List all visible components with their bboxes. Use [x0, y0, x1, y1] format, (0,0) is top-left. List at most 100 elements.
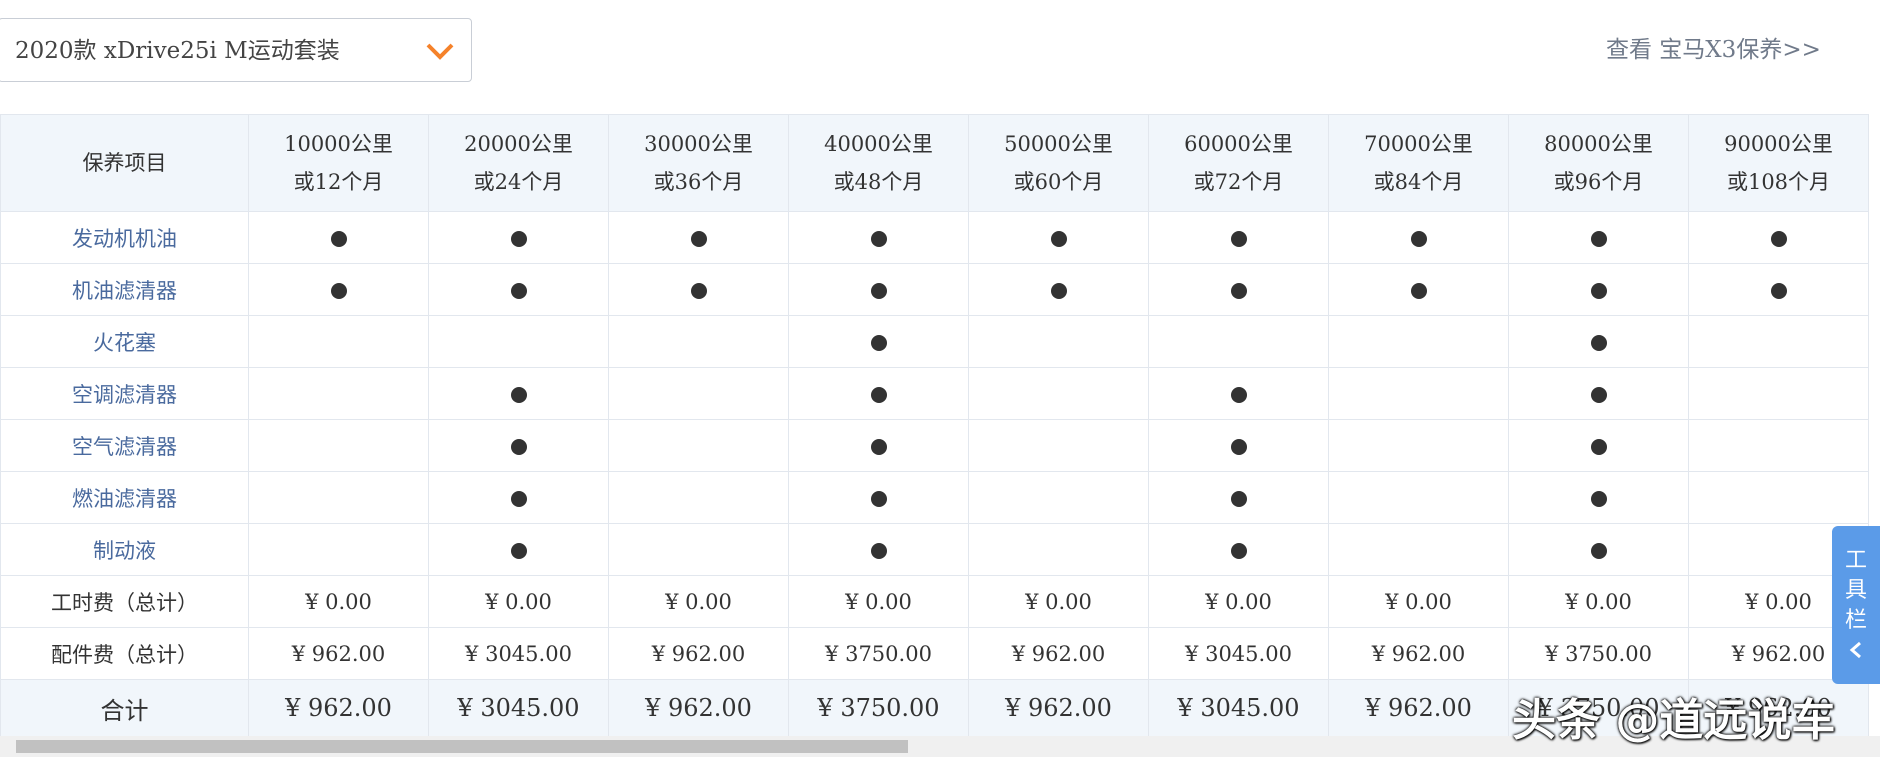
- check-cell: [968, 523, 1149, 576]
- check-cell: [1148, 211, 1329, 264]
- labor-value: ¥ 0.00: [968, 575, 1149, 628]
- check-dot: [510, 231, 527, 247]
- labor-row: 工时费（总计） ¥ 0.00 ¥ 0.00 ¥ 0.00 ¥ 0.00 ¥ 0.00 ¥ 0…: [0, 575, 1869, 628]
- check-cell: [1508, 263, 1689, 316]
- check-dot: [1590, 231, 1607, 247]
- check-dot: [1230, 231, 1247, 247]
- check-cell: [608, 211, 789, 264]
- labor-value: ¥ 0.00: [1508, 575, 1689, 628]
- scroll-thumb[interactable]: [16, 740, 908, 753]
- parts-value: ¥ 962.00: [608, 627, 789, 680]
- column-header-line: 或60个月: [1013, 170, 1104, 194]
- check-cell: [248, 367, 429, 420]
- column-header-line: 50000公里: [1004, 132, 1113, 156]
- parts-name: 配件费（总计）: [0, 627, 249, 680]
- column-header-line: 或108个月: [1726, 170, 1831, 194]
- labor-value: ¥ 0.00: [608, 575, 789, 628]
- check-cell: [968, 471, 1149, 524]
- column-header: 50000公里 或60个月: [968, 114, 1149, 212]
- item-row: 发动机机油: [0, 211, 1869, 264]
- item-row: 火花塞: [0, 315, 1869, 368]
- check-cell: [788, 523, 969, 576]
- toolbar[interactable]: 工具栏: [1832, 526, 1880, 684]
- check-cell: [428, 367, 609, 420]
- check-cell: [608, 367, 789, 420]
- check-dot: [1590, 283, 1607, 299]
- check-cell: [788, 315, 969, 368]
- item-row: 制动液: [0, 523, 1869, 576]
- check-dot: [690, 283, 707, 299]
- column-header-line: 70000公里: [1364, 132, 1473, 156]
- column-header-line: 或96个月: [1553, 170, 1644, 194]
- item-name: 制动液: [0, 523, 249, 576]
- column-header-line: 或84个月: [1373, 170, 1464, 194]
- check-dot: [1230, 439, 1247, 455]
- check-dot: [1230, 543, 1247, 559]
- check-dot: [1590, 335, 1607, 351]
- check-cell: [968, 211, 1149, 264]
- total-value: ¥ 962.00: [608, 679, 789, 737]
- total-value: ¥ 3045.00: [428, 679, 609, 737]
- check-cell: [1148, 419, 1329, 472]
- item-name: 空调滤清器: [0, 367, 249, 420]
- column-header-line: 或12个月: [293, 170, 384, 194]
- total-value: ¥ 3045.00: [1148, 679, 1329, 737]
- maintenance-link[interactable]: 查看 宝马X3保养>>: [1606, 37, 1821, 63]
- check-dot: [1770, 283, 1787, 299]
- check-cell: [248, 419, 429, 472]
- labor-name: 工时费（总计）: [0, 575, 249, 628]
- check-dot: [1590, 543, 1607, 559]
- check-cell: [1148, 471, 1329, 524]
- check-cell: [1508, 315, 1689, 368]
- column-header: 90000公里 或108个月: [1688, 114, 1869, 212]
- check-dot: [870, 491, 887, 507]
- check-cell: [428, 315, 609, 368]
- parts-row: 配件费（总计） ¥ 962.00 ¥ 3045.00 ¥ 962.00 ¥ 3750.0…: [0, 627, 1869, 680]
- check-cell: [1328, 315, 1509, 368]
- parts-value: ¥ 962.00: [1328, 627, 1509, 680]
- model-select[interactable]: 2020款 xDrive25i M运动套装: [0, 18, 472, 82]
- check-dot: [1410, 231, 1427, 247]
- check-cell: [1148, 367, 1329, 420]
- check-dot: [510, 491, 527, 507]
- check-cell: [248, 315, 429, 368]
- column-header: 10000公里 或12个月: [248, 114, 429, 212]
- total-value: ¥ 962.00: [248, 679, 429, 737]
- chevron-icon: [426, 43, 454, 60]
- labor-value: ¥ 0.00: [248, 575, 429, 628]
- check-cell: [1688, 367, 1869, 420]
- check-cell: [608, 315, 789, 368]
- check-dot: [1590, 491, 1607, 507]
- check-dot: [1230, 491, 1247, 507]
- parts-value: ¥ 3750.00: [788, 627, 969, 680]
- check-dot: [870, 283, 887, 299]
- check-cell: [968, 263, 1149, 316]
- check-cell: [788, 211, 969, 264]
- parts-value: ¥ 3045.00: [1148, 627, 1329, 680]
- check-cell: [1148, 315, 1329, 368]
- check-dot: [870, 543, 887, 559]
- watermark: 头条 @道远说车: [1512, 695, 1836, 746]
- check-dot: [870, 387, 887, 403]
- column-header-line: 或48个月: [833, 170, 924, 194]
- check-cell: [1328, 367, 1509, 420]
- column-header: 30000公里 或36个月: [608, 114, 789, 212]
- total-value: ¥ 3750.00: [788, 679, 969, 737]
- column-header: 60000公里 或72个月: [1148, 114, 1329, 212]
- check-dot: [1590, 439, 1607, 455]
- parts-value: ¥ 3045.00: [428, 627, 609, 680]
- scrollbar[interactable]: [0, 736, 1880, 757]
- item-row: 空气滤清器: [0, 419, 1869, 472]
- column-header: 70000公里 或84个月: [1328, 114, 1509, 212]
- item-name: 燃油滤清器: [0, 471, 249, 524]
- check-cell: [428, 471, 609, 524]
- parts-value: ¥ 3750.00: [1508, 627, 1689, 680]
- item-name: 机油滤清器: [0, 263, 249, 316]
- check-cell: [1508, 471, 1689, 524]
- check-dot: [1590, 387, 1607, 403]
- check-dot: [1230, 387, 1247, 403]
- parts-value: ¥ 962.00: [968, 627, 1149, 680]
- item-row: 燃油滤清器: [0, 471, 1869, 524]
- item-row: 空调滤清器: [0, 367, 1869, 420]
